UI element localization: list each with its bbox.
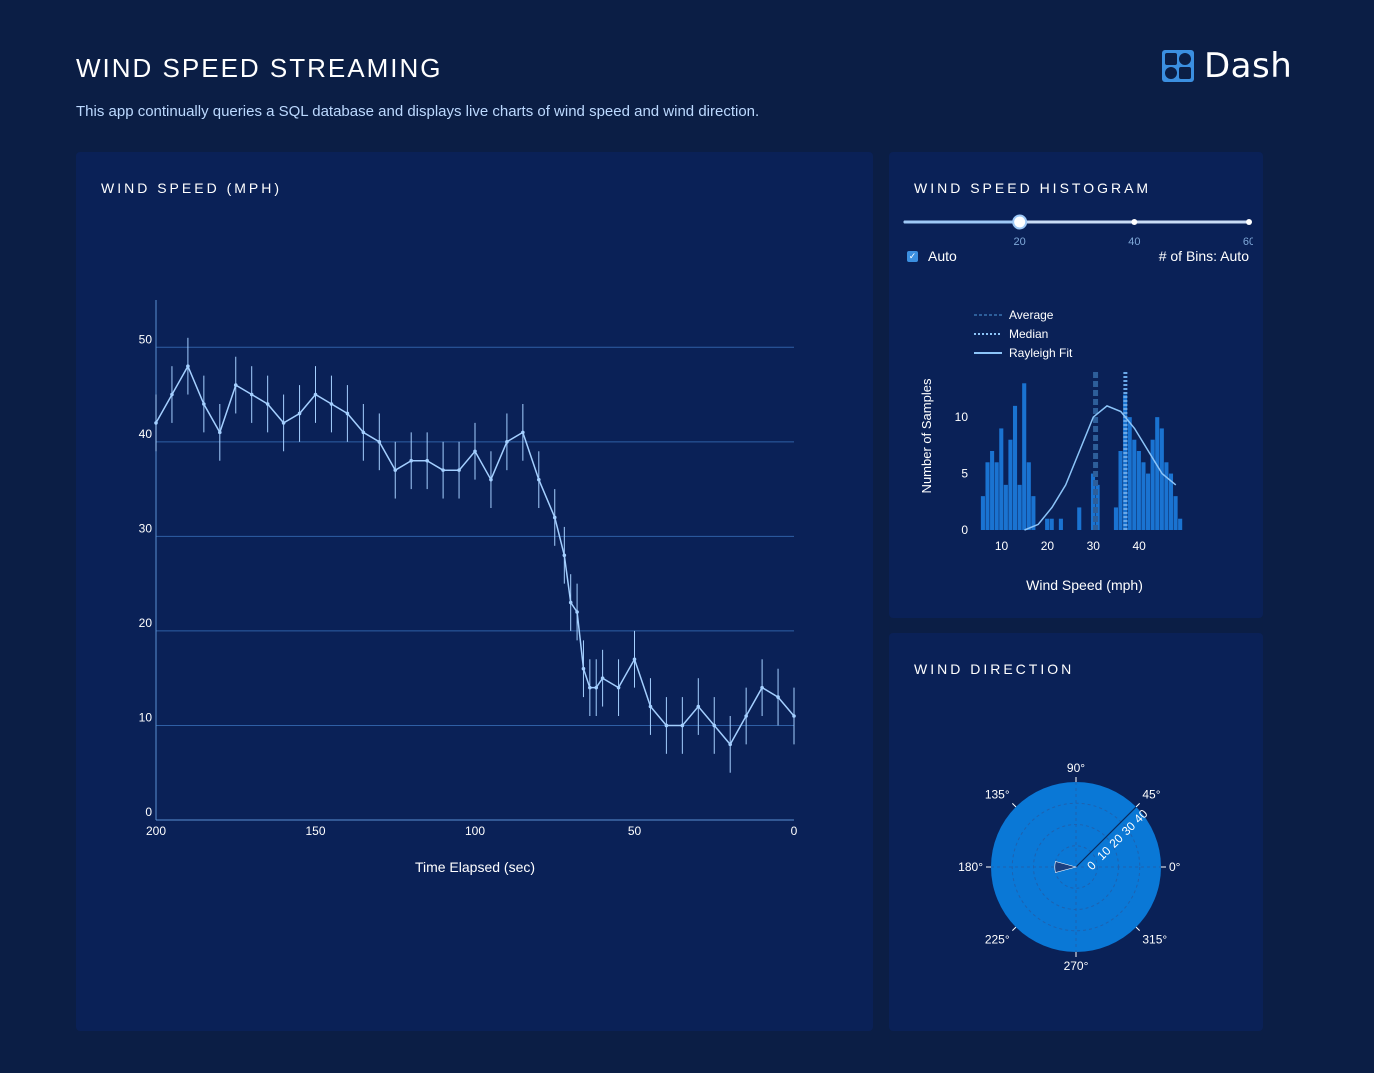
histogram-bar [1049,518,1054,530]
histogram-bar [1058,518,1063,530]
histogram-bar [1178,518,1183,530]
slider-mark-label: 20 [1014,236,1026,248]
wind-direction-panel: WIND DIRECTION 0° 45° 90° 135° 180° 225° 270° 3… [889,633,1263,1031]
legend-label: Rayleigh Fit [1009,346,1073,360]
x-tick-label: 150 [305,824,325,838]
histogram-bar [1150,439,1155,530]
y-tick-label: 0 [145,805,152,819]
y-tick-label: 30 [139,521,153,535]
histogram-bar [1012,405,1018,530]
dash-logo-icon [1162,50,1194,82]
angular-tick [1135,803,1140,808]
histogram-bar [1017,484,1022,530]
dash-logo[interactable]: Dash [1162,46,1293,86]
x-tick-label: 40 [1132,539,1146,553]
auto-checkbox[interactable]: ✓ [907,250,918,262]
histogram-title: WIND SPEED HISTOGRAM [914,180,1152,196]
angular-tick-label: 315° [1142,932,1167,946]
histogram-bar [1173,496,1178,530]
angular-tick-label: 225° [985,932,1010,946]
dash-logo-text: Dash [1204,46,1293,86]
histogram-bar [1146,473,1151,530]
radial-axis-line [1075,806,1137,868]
histogram-bar [1136,451,1141,530]
histogram-bar [1113,507,1118,530]
x-axis-title: Time Elapsed (sec) [415,859,535,875]
y-tick-label: 20 [139,616,153,630]
angular-tick-label: 90° [1067,761,1085,775]
angular-tick [1012,926,1017,931]
angular-tick [1012,803,1017,808]
x-tick-label: 0 [791,824,798,838]
bins-slider[interactable]: 20 40 60 [903,210,1253,270]
y-tick-label: 5 [961,467,968,481]
y-axis-title: Number of Samples [919,378,934,493]
histogram-chart[interactable]: 0 5 10 10 20 30 40 Wind Speed (mph) Number of Sa… [889,152,1263,618]
angular-tick-label: 135° [985,788,1010,802]
slider-mark-label: 40 [1128,236,1140,248]
auto-label: Auto [928,248,957,264]
angular-tick-label: 180° [958,860,983,874]
histogram-bar [1159,428,1164,530]
wind-speed-chart[interactable]: 0 10 20 30 40 50 200 150 100 50 0 Time Elapsed (sec… [76,152,873,1031]
histogram-bar [994,462,999,530]
angular-tick [1135,926,1140,931]
y-tick-label: 40 [139,427,153,441]
y-tick-label: 10 [139,710,153,724]
legend-label: Median [1009,327,1048,341]
histogram-bar [1168,473,1174,530]
slider-mark-label: 60 [1243,236,1253,248]
wind-speed-title: WIND SPEED (MPH) [101,180,282,196]
histogram-bar [1045,518,1050,530]
angular-tick-label: 270° [1064,959,1089,973]
histogram-bar [1164,462,1169,530]
radial-gridline [1011,802,1141,932]
histogram-bar [1022,383,1027,530]
wind-direction-title: WIND DIRECTION [914,661,1075,677]
histogram-bar [1031,496,1036,530]
x-tick-label: 50 [628,824,642,838]
histogram-bar [980,496,985,530]
histogram-bar [1090,473,1096,530]
slider-mark-dot [1131,219,1138,225]
y-tick-label: 10 [955,410,969,424]
histogram-bar [985,462,990,530]
auto-checkbox-row[interactable]: ✓ Auto [907,248,957,264]
wind-speed-panel: WIND SPEED (MPH) 0 10 20 30 40 50 200 150 100 50 0… [76,152,873,1031]
x-tick-label: 200 [146,824,166,838]
angular-tick-label: 45° [1142,788,1160,802]
histogram-bar [1003,484,1008,530]
app-title: WIND SPEED STREAMING [76,53,443,83]
x-tick-label: 10 [995,539,1009,553]
bins-label: # of Bins: Auto [1158,248,1249,264]
histogram-bar [1077,507,1082,530]
legend-label: Average [1009,308,1054,322]
x-tick-label: 30 [1087,539,1101,553]
wind-histogram-panel: WIND SPEED HISTOGRAM 20 40 60 ✓ Auto # of … [889,152,1263,618]
histogram-bar [990,451,995,530]
histogram-bar [1026,462,1031,530]
wind-speed-line [155,364,795,746]
histogram-bar [1008,439,1013,530]
slider-handle[interactable] [1012,214,1028,230]
app-description: This app continually queries a SQL datab… [76,103,760,120]
histogram-bar [999,428,1004,530]
histogram-bar [1141,462,1146,530]
x-axis-title: Wind Speed (mph) [1026,577,1143,593]
slider-mark-dot [1246,219,1252,225]
x-tick-label: 100 [465,824,485,838]
y-tick-label: 0 [961,523,968,537]
angular-tick-label: 0° [1169,860,1181,874]
histogram-bar [1127,417,1132,530]
wind-direction-bar [1054,861,1078,873]
histogram-bar [1123,394,1128,530]
histogram-bar [1132,439,1137,530]
y-tick-label: 50 [139,332,153,346]
x-tick-label: 20 [1041,539,1055,553]
histogram-bar [1155,417,1160,530]
histogram-bar [1118,451,1123,530]
rayleigh-fit-line [1024,405,1177,531]
